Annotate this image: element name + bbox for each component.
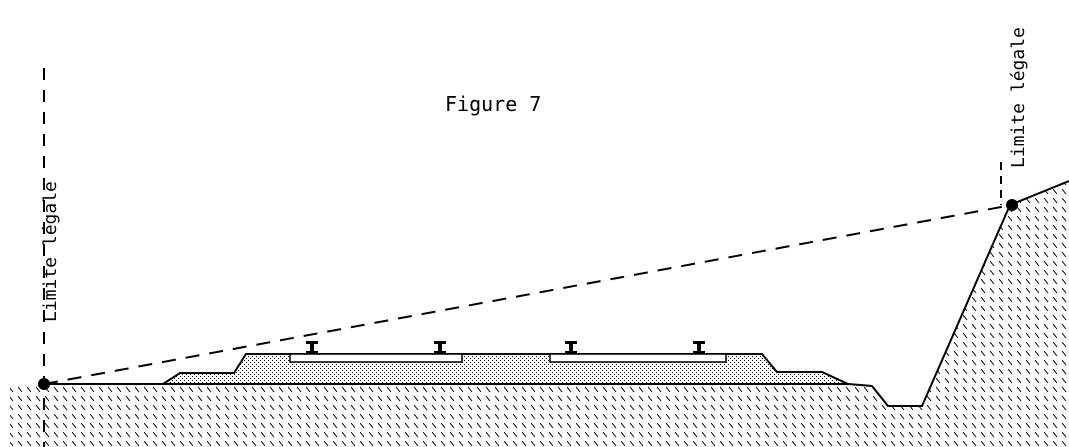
rail-2 [434,341,446,354]
sleeper-right [549,353,727,363]
right-limit-point [1006,199,1018,211]
rail-4 [693,341,705,354]
left-limit-label: Limite légale [40,181,61,322]
ballast-bed [159,353,849,385]
rail-1 [306,341,318,354]
rail-3 [565,341,577,354]
figure-title: Figure 7 [445,92,541,116]
right-limit-label: Limite légale [1008,27,1029,168]
left-limit-point [38,378,50,390]
ground-hatching [10,181,1069,447]
dashed-limit-line [43,204,1013,385]
sleeper-left [289,353,463,363]
